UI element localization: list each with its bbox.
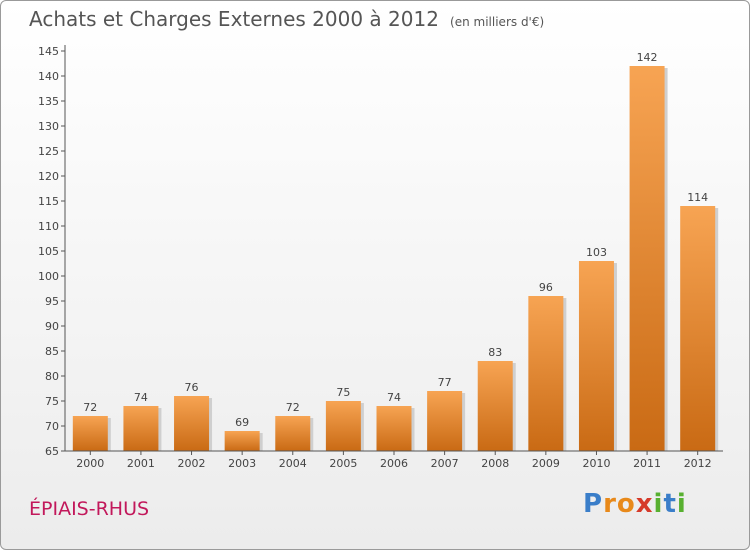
x-tick-label: 2009 (532, 457, 560, 470)
bars-layer: 72 74 76 69 72 75 74 77 83 96 103 142 114 (72, 51, 719, 451)
x-tick-label: 2001 (127, 457, 155, 470)
y-tick-label: 110 (38, 220, 59, 233)
bar-2002 (174, 396, 210, 451)
y-tick-label: 120 (38, 170, 59, 183)
y-tick-label: 125 (38, 145, 59, 158)
logo-letter: P (583, 489, 604, 519)
y-tick-label: 140 (38, 70, 59, 83)
y-tick-label: 105 (38, 245, 59, 258)
bar-2000 (72, 416, 108, 451)
y-tick-label: 90 (45, 320, 59, 333)
proxiti-logo[interactable]: Proxiti (583, 489, 687, 519)
x-tick-label: 2010 (582, 457, 610, 470)
data-label: 96 (539, 281, 553, 294)
data-label: 77 (438, 376, 452, 389)
logo-letter: i (653, 489, 664, 519)
x-tick-label: 2007 (431, 457, 459, 470)
data-label: 142 (637, 51, 658, 64)
x-tick-label: 2005 (329, 457, 357, 470)
x-tick-label: 2000 (76, 457, 104, 470)
bar-2012 (680, 206, 716, 451)
y-tick-label: 145 (38, 45, 59, 58)
data-label: 114 (687, 191, 708, 204)
y-tick-label: 80 (45, 370, 59, 383)
bar-2009 (528, 296, 564, 451)
y-tick-label: 135 (38, 95, 59, 108)
data-label: 75 (336, 386, 350, 399)
title-row: Achats et Charges Externes 2000 à 2012 (… (29, 7, 544, 31)
chart-title: Achats et Charges Externes 2000 à 2012 (29, 7, 439, 31)
bar-2005 (325, 401, 361, 451)
bar-2011 (629, 66, 665, 451)
y-tick-label: 95 (45, 295, 59, 308)
y-tick-label: 85 (45, 345, 59, 358)
data-label: 74 (134, 391, 148, 404)
data-label: 74 (387, 391, 401, 404)
data-label: 72 (83, 401, 97, 414)
data-label: 69 (235, 416, 249, 429)
bar-2001 (123, 406, 159, 451)
y-tick-label: 65 (45, 445, 59, 458)
x-tick-label: 2003 (228, 457, 256, 470)
x-tick-label: 2008 (481, 457, 509, 470)
bar-2006 (376, 406, 412, 451)
y-tick-label: 70 (45, 420, 59, 433)
y-tick-label: 130 (38, 120, 59, 133)
data-label: 76 (185, 381, 199, 394)
axis-layer: 2000 2001 2002 2003 2004 2005 2006 2007 2008 2009… (38, 45, 723, 470)
y-tick-label: 115 (38, 195, 59, 208)
y-tick-label: 75 (45, 395, 59, 408)
y-tick-label: 100 (38, 270, 59, 283)
bar-2003 (224, 431, 260, 451)
logo-letter: x (635, 489, 654, 519)
bar-2008 (477, 361, 513, 451)
logo-letter: o (616, 489, 636, 519)
x-tick-label: 2002 (178, 457, 206, 470)
bar-2004 (275, 416, 311, 451)
x-tick-label: 2011 (633, 457, 661, 470)
x-tick-label: 2006 (380, 457, 408, 470)
logo-letter: t (663, 489, 677, 519)
data-label: 83 (488, 346, 502, 359)
data-label: 72 (286, 401, 300, 414)
bar-2010 (578, 261, 614, 451)
x-tick-label: 2004 (279, 457, 307, 470)
commune-name: ÉPIAIS-RHUS (29, 498, 150, 520)
chart-unit: (en milliers d'€) (450, 15, 545, 29)
logo-letter: i (676, 489, 687, 519)
data-label: 103 (586, 246, 607, 259)
logo-letter: r (603, 489, 617, 519)
x-tick-label: 2012 (684, 457, 712, 470)
bar-2007 (427, 391, 463, 451)
